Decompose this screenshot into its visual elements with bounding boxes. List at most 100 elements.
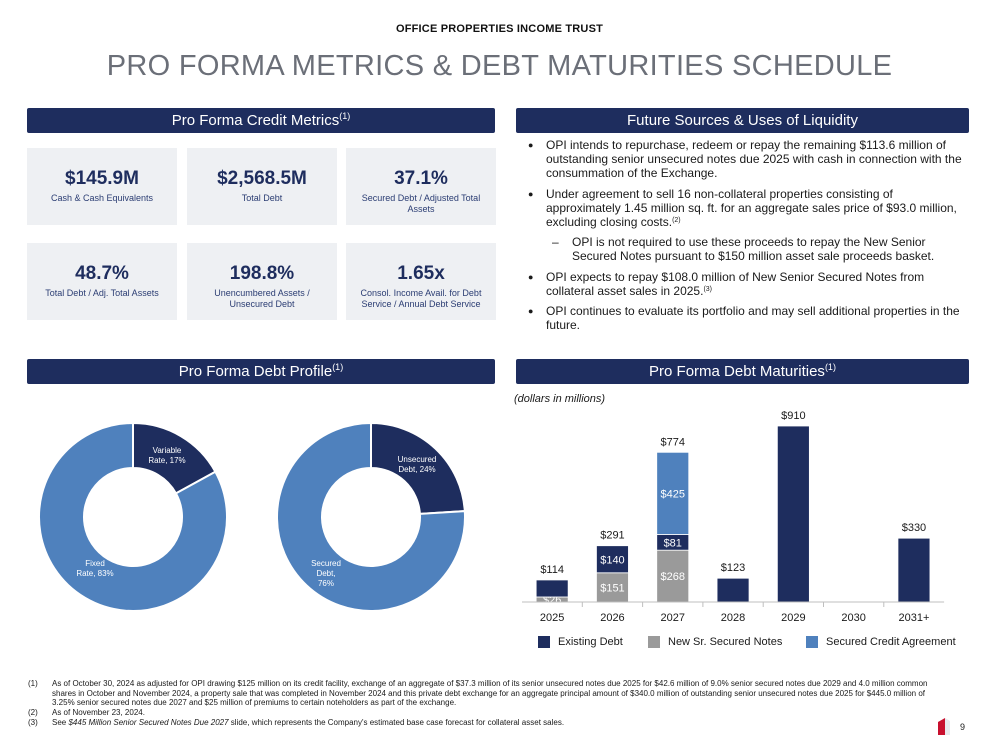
metric-debt-service-coverage: 1.65x Consol. Income Avail. for Debt Ser… [346, 243, 496, 320]
bar-total-label: $291 [600, 530, 624, 542]
list-item-text: OPI is not required to use these proceed… [572, 235, 935, 264]
bar-segment [535, 579, 569, 598]
credit-metrics-note: (1) [339, 111, 351, 121]
list-item: OPI intends to repurchase, redeem or rep… [528, 138, 968, 181]
debt-profile-note: (1) [332, 362, 344, 372]
footnote: (1) As of October 30, 2024 as adjusted fo… [28, 679, 928, 708]
list-item: OPI continues to evaluate its portfolio … [528, 304, 968, 332]
list-item-text: OPI intends to repurchase, redeem or rep… [546, 138, 962, 181]
legend-secured-credit-agreement: Secured Credit Agreement [806, 636, 956, 648]
x-tick-label: 2029 [781, 612, 805, 624]
page-number: 9 [960, 722, 966, 732]
donut-slice [370, 421, 466, 515]
footnote-ref: (2) [672, 217, 681, 225]
debt-maturities-label: Pro Forma Debt Maturities [649, 363, 825, 380]
metric-label: Cash & Cash Equivalents [50, 193, 154, 203]
metric-label: Unencumbered Assets / Unsecured Debt [214, 288, 310, 309]
footnote-text: As of October 30, 2024 as adjusted for O… [52, 679, 928, 708]
bar-segment [776, 425, 810, 603]
metric-secured-debt-ratio: 37.1% Secured Debt / Adjusted Total Asse… [346, 148, 496, 225]
footnote-number: (2) [28, 708, 38, 718]
legend-label: Secured Credit Agreement [826, 636, 956, 648]
bar-segment-label: $26 [543, 594, 561, 606]
chart-units-label: (dollars in millions) [514, 393, 606, 405]
footnotes: (1) As of October 30, 2024 as adjusted fo… [28, 679, 928, 728]
liquidity-list: OPI intends to repurchase, redeem or rep… [528, 138, 968, 338]
x-tick-label: 2031+ [898, 612, 929, 624]
company-logo-icon [938, 718, 950, 735]
list-item-text: OPI expects to repay $108.0 million of N… [546, 269, 925, 298]
metric-value: $145.9M [65, 168, 139, 189]
x-tick-label: 2026 [600, 612, 624, 624]
metric-label: Total Debt / Adj. Total Assets [45, 288, 159, 298]
bar-total-label: $330 [902, 522, 926, 534]
bar-segment-label: $81 [664, 537, 682, 549]
donut-slice-label: Secured Debt, 76% [311, 559, 341, 588]
company-name: OFFICE PROPERTIES INCOME TRUST [395, 23, 604, 35]
bar-segment-label: $151 [600, 582, 624, 594]
bar-total-label: $910 [781, 410, 805, 422]
legend-swatch [806, 636, 818, 648]
bar-segment [656, 549, 690, 603]
metric-cash: $145.9M Cash & Cash Equivalents [27, 148, 177, 225]
bar-segment-label: $140 [600, 554, 624, 566]
list-item-text: Under agreement to sell 16 non-collatera… [546, 186, 957, 230]
list-subitem: OPI is not required to use these proceed… [528, 235, 968, 263]
legend-swatch [538, 636, 550, 648]
debt-maturities-header: Pro Forma Debt Maturities(1) [516, 359, 969, 384]
credit-metrics-header: Pro Forma Credit Metrics(1) [27, 108, 495, 133]
footnote: (3) See $445 Million Senior Secured Notes… [28, 718, 928, 728]
donut-slice-label: Variable Rate, 17% [148, 446, 185, 465]
footnote-ref: (3) [703, 285, 712, 293]
x-tick-label: 2025 [540, 612, 564, 624]
liquidity-header: Future Sources & Uses of Liquidity [516, 108, 969, 133]
bar-segment-label: $268 [661, 571, 685, 583]
donut-slice-label: Fixed Rate, 83% [76, 559, 113, 578]
x-tick-label: 2030 [841, 612, 865, 624]
legend-label: New Sr. Secured Notes [668, 636, 783, 648]
donut-slice-label: Unsecured Debt, 24% [398, 455, 437, 474]
debt-profile-header: Pro Forma Debt Profile(1) [27, 359, 495, 384]
debt-maturities-chart: $26 $114 2025 $151 $140 $291 2026 $268 $81 $425 $7… [522, 410, 945, 624]
bar-segment [596, 545, 629, 574]
debt-maturities-note: (1) [824, 362, 836, 372]
footnote: (2) As of November 23, 2024. [28, 708, 928, 718]
credit-metrics-label: Pro Forma Credit Metrics [171, 112, 340, 129]
bar-segment-label: $425 [661, 488, 685, 500]
metric-value: 37.1% [394, 168, 448, 189]
footnote-text-pre: See [52, 717, 69, 727]
metric-value: 198.8% [229, 263, 295, 284]
bar-total-label: $114 [540, 564, 564, 576]
metric-value: 48.7% [75, 263, 129, 284]
footnote-number: (3) [28, 717, 38, 727]
footnote-slide-reference: $445 Million Senior Secured Notes Due 20… [68, 717, 229, 727]
legend-swatch [648, 636, 660, 648]
debt-profile-label: Pro Forma Debt Profile [178, 363, 333, 380]
metric-unencumbered-ratio: 198.8% Unencumbered Assets / Unsecured D… [187, 243, 337, 320]
list-item-text: OPI continues to evaluate its portfolio … [546, 304, 960, 333]
legend-existing-debt: Existing Debt [538, 636, 623, 648]
donut-slice [38, 421, 228, 612]
legend-new-sr-secured-notes: New Sr. Secured Notes [648, 636, 782, 648]
metric-total-debt: $2,568.5M Total Debt [187, 148, 337, 225]
bar-segment [716, 577, 750, 603]
bar-segment [656, 451, 690, 535]
bar-total-label: $123 [721, 562, 745, 574]
liquidity-label: Future Sources & Uses of Liquidity [627, 112, 858, 129]
x-tick-label: 2028 [721, 612, 745, 624]
list-item: OPI expects to repay $108.0 million of N… [528, 270, 968, 298]
bar-total-label: $774 [661, 436, 685, 448]
list-item: Under agreement to sell 16 non-collatera… [528, 187, 968, 230]
metric-value: $2,568.5M [217, 168, 307, 189]
donut-slice [276, 421, 466, 612]
metric-label: Total Debt [241, 193, 283, 203]
legend-label: Existing Debt [558, 636, 623, 648]
x-tick-label: 2027 [661, 612, 685, 624]
page-title: PRO FORMA METRICS & DEBT MATURITIES SCHE… [106, 50, 893, 82]
metric-label: Consol. Income Avail. for Debt Service /… [360, 288, 482, 309]
bar-segment [897, 537, 931, 603]
footnote-text: As of November 23, 2024. [52, 708, 145, 718]
bar-segment [596, 572, 629, 603]
footnote-text-post: slide, which represents the Company's es… [228, 717, 565, 727]
metric-label: Secured Debt / Adjusted Total Assets [361, 193, 481, 214]
